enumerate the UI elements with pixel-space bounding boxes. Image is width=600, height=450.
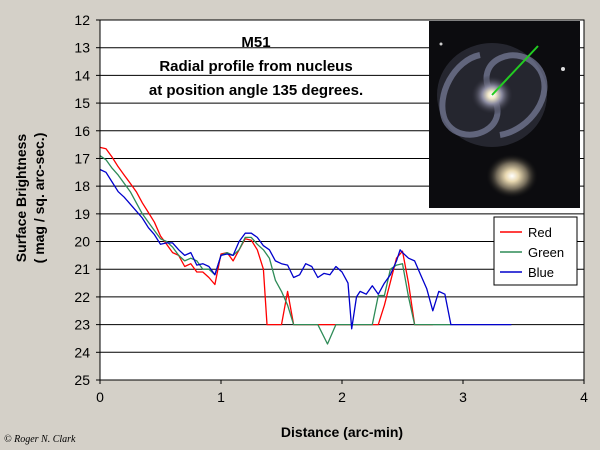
y-axis-label-line-2: ( mag / sq. arc-sec.) bbox=[31, 133, 47, 264]
x-tick-label: 3 bbox=[459, 389, 467, 405]
y-tick-label: 12 bbox=[74, 12, 90, 28]
x-tick-label: 4 bbox=[580, 389, 588, 405]
star bbox=[439, 42, 443, 46]
chart-title: M51 bbox=[241, 34, 270, 51]
star bbox=[561, 67, 565, 71]
copyright-credit: © Roger N. Clark bbox=[4, 434, 76, 445]
legend-box bbox=[493, 216, 578, 286]
legend: Red Green Blue bbox=[493, 216, 578, 286]
profile-direction-line bbox=[491, 45, 539, 96]
y-tick-label: 17 bbox=[74, 150, 90, 166]
companion-galaxy bbox=[486, 154, 538, 198]
y-axis-ticks: 12 13 14 15 16 17 18 19 20 21 22 23 24 25 bbox=[74, 12, 100, 388]
y-tick-label: 23 bbox=[74, 317, 90, 333]
spiral-arm bbox=[439, 52, 501, 138]
legend-label-blue: Blue bbox=[528, 265, 554, 280]
x-axis-label: Distance (arc-min) bbox=[281, 424, 403, 440]
y-tick-label: 18 bbox=[74, 178, 90, 194]
x-tick-label: 0 bbox=[96, 389, 104, 405]
series-line-blue bbox=[99, 168, 512, 330]
y-tick-label: 22 bbox=[74, 289, 90, 305]
series-layer bbox=[99, 146, 512, 345]
legend-label-red: Red bbox=[528, 225, 552, 240]
galaxy-inset-image bbox=[429, 21, 580, 208]
y-tick-label: 25 bbox=[74, 372, 90, 388]
x-axis-ticks: 0 1 2 3 4 bbox=[96, 380, 588, 405]
spiral-arm bbox=[483, 52, 548, 138]
chart-subtitle-line-1: Radial profile from nucleus bbox=[159, 58, 352, 75]
y-tick-label: 19 bbox=[74, 206, 90, 222]
y-tick-label: 24 bbox=[74, 344, 90, 360]
legend-label-green: Green bbox=[528, 245, 564, 260]
y-tick-label: 14 bbox=[74, 67, 90, 83]
x-tick-label: 2 bbox=[338, 389, 346, 405]
y-tick-label: 13 bbox=[74, 40, 90, 56]
chart-subtitle-line-2: at position angle 135 degrees. bbox=[149, 82, 363, 99]
y-tick-label: 15 bbox=[74, 95, 90, 111]
y-axis-label-line-1: Surface Brightness bbox=[13, 134, 29, 263]
y-tick-label: 16 bbox=[74, 123, 90, 139]
y-tick-label: 21 bbox=[74, 261, 90, 277]
x-tick-label: 1 bbox=[217, 389, 225, 405]
y-tick-label: 20 bbox=[74, 234, 90, 250]
